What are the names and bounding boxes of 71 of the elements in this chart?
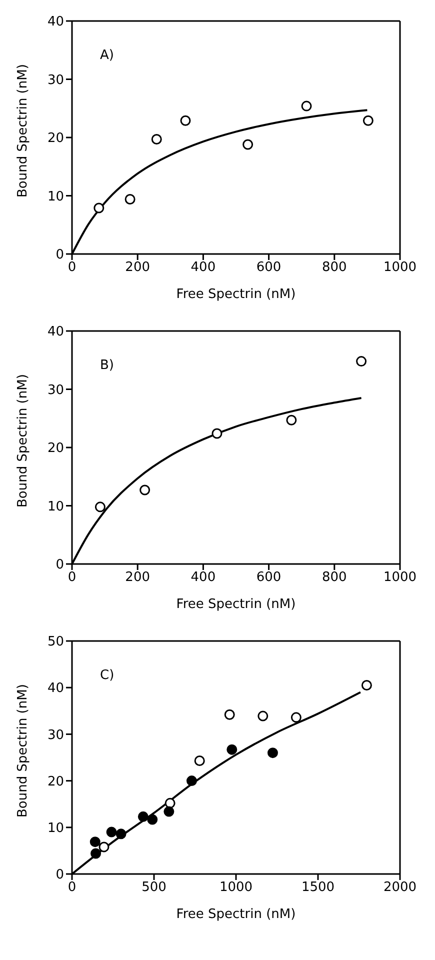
- y-axis-title: Bound Spectrin (nM): [16, 64, 31, 198]
- x-tick-label: 400: [190, 260, 216, 276]
- y-axis-title: Bound Spectrin (nM): [16, 684, 31, 818]
- point: [194, 756, 205, 766]
- y-tick-label: 0: [56, 248, 64, 263]
- point: [362, 115, 374, 126]
- x-tick-label: 1000: [383, 260, 417, 276]
- x-tick-label: 800: [322, 260, 347, 276]
- annotation: B): [100, 358, 114, 373]
- x-tick-label: 1000: [219, 880, 253, 896]
- point: [164, 806, 174, 817]
- x-tick-label: 600: [256, 260, 282, 276]
- point: [286, 414, 297, 426]
- annotation: A): [100, 48, 114, 63]
- point: [258, 710, 268, 722]
- y-tick-label: 10: [47, 189, 64, 204]
- y-tick-label: 50: [47, 634, 64, 650]
- point: [90, 836, 100, 848]
- point: [98, 842, 110, 852]
- point: [224, 709, 235, 720]
- x-tick-label: 0: [68, 260, 76, 276]
- x-tick-label: 0: [68, 570, 76, 586]
- y-tick-label: 30: [47, 728, 64, 743]
- point: [116, 828, 126, 840]
- x-tick-label: 1500: [301, 880, 335, 896]
- x-tick-label: 0: [68, 880, 76, 896]
- point: [140, 484, 150, 496]
- y-tick-label: 0: [56, 868, 64, 883]
- y-tick-label: 40: [47, 681, 64, 696]
- point: [267, 748, 278, 758]
- point: [94, 502, 106, 512]
- point: [147, 814, 158, 825]
- x-axis-title: Free Spectrin (nM): [176, 287, 296, 302]
- point: [242, 139, 254, 150]
- y-tick-label: 0: [56, 558, 64, 573]
- x-tick-label: 1000: [383, 570, 417, 586]
- point: [90, 848, 102, 859]
- annotation: C): [100, 668, 114, 683]
- y-axis-title: Bound Spectrin (nM): [16, 374, 31, 508]
- x-axis-title: Free Spectrin (nM): [176, 597, 296, 612]
- point: [164, 798, 176, 808]
- y-tick-label: 10: [47, 821, 64, 836]
- point: [138, 811, 148, 822]
- y-tick-label: 40: [47, 14, 64, 30]
- x-tick-label: 200: [125, 260, 150, 276]
- x-tick-label: 200: [125, 570, 150, 586]
- point: [226, 744, 238, 755]
- x-tick-label: 800: [322, 570, 347, 586]
- y-tick-label: 40: [47, 324, 64, 340]
- point: [124, 194, 136, 204]
- point: [212, 428, 222, 439]
- x-tick-label: 500: [142, 880, 166, 896]
- point: [94, 202, 104, 214]
- point: [290, 712, 302, 723]
- point: [106, 826, 117, 838]
- y-tick-label: 30: [47, 382, 64, 398]
- y-tick-label: 20: [47, 774, 64, 790]
- x-tick-label: 400: [190, 570, 216, 586]
- point: [361, 680, 372, 691]
- y-tick-label: 30: [47, 72, 64, 88]
- y-tick-label: 10: [47, 499, 64, 514]
- point: [151, 134, 162, 144]
- y-tick-label: 20: [47, 441, 64, 456]
- x-axis-title: Free Spectrin (nM): [176, 907, 296, 922]
- point: [356, 356, 367, 367]
- point: [186, 776, 197, 786]
- y-tick-label: 20: [47, 131, 64, 146]
- x-tick-label: 600: [256, 570, 282, 586]
- point: [180, 115, 191, 126]
- point: [301, 100, 312, 112]
- x-tick-label: 2000: [383, 880, 417, 896]
